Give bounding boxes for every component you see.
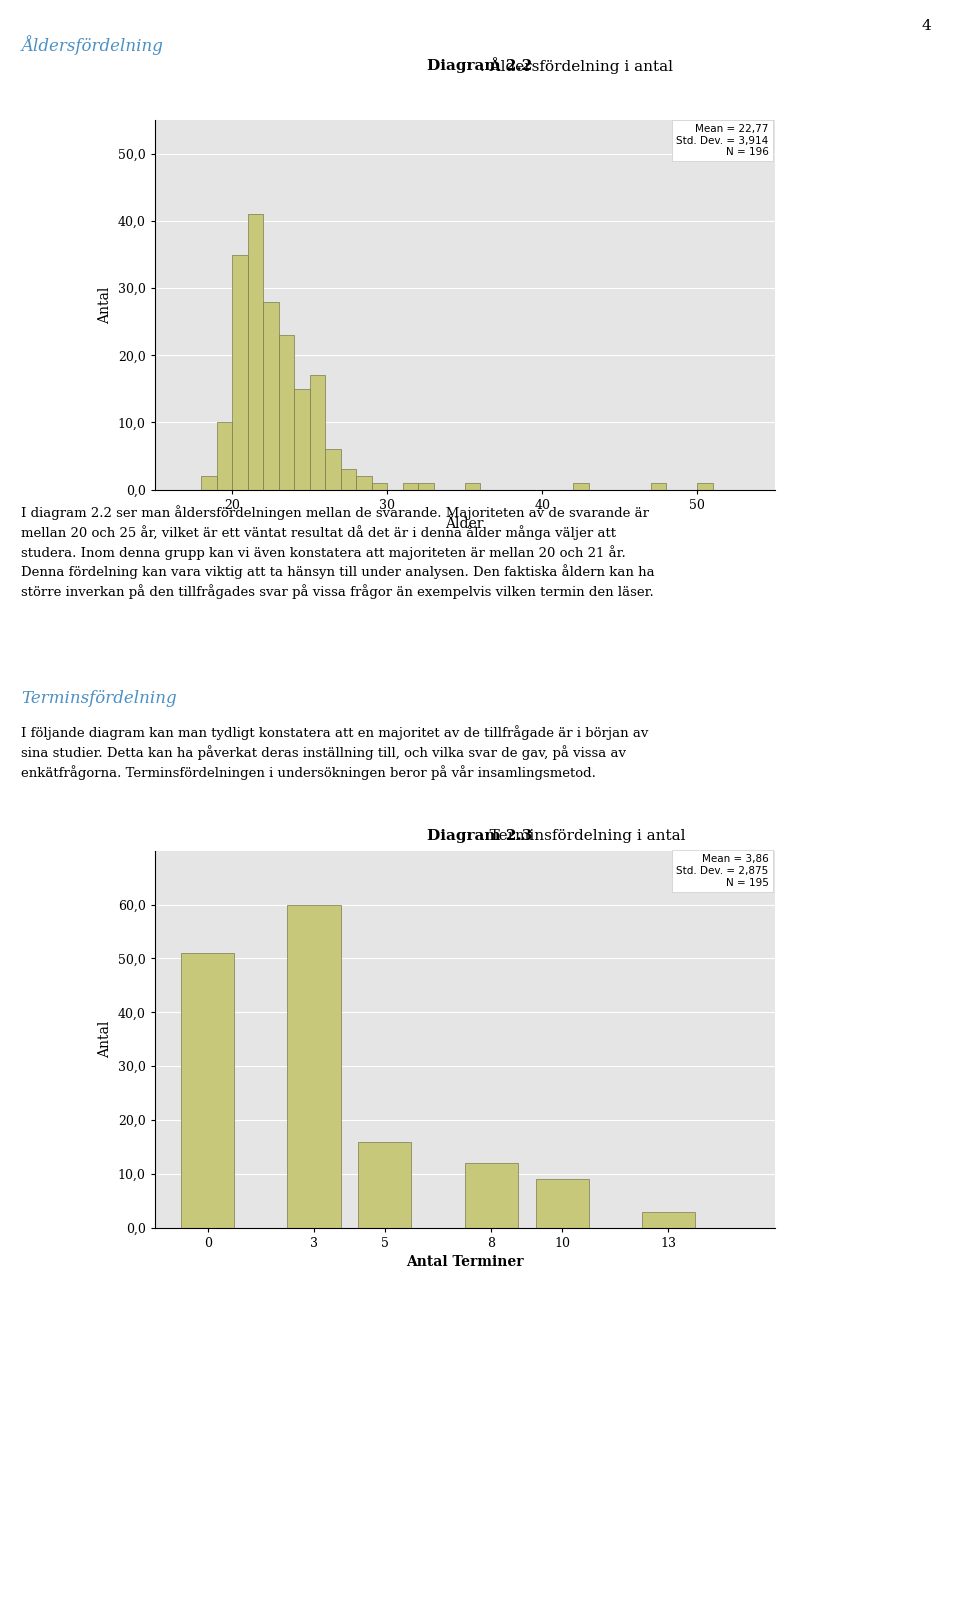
Text: Åldersfördelning: Åldersfördelning (21, 35, 163, 55)
Y-axis label: Antal: Antal (98, 286, 112, 324)
Bar (358, 1141, 412, 1228)
Bar (181, 953, 234, 1228)
Bar (573, 483, 588, 490)
Bar (217, 422, 232, 490)
Bar (372, 483, 387, 490)
Text: Diagram 2.2: Diagram 2.2 (427, 59, 533, 72)
Text: 4: 4 (922, 19, 931, 34)
Text: . Terminsfördelning i antal: . Terminsfördelning i antal (480, 830, 685, 843)
Y-axis label: Antal: Antal (98, 1021, 112, 1058)
Bar (263, 302, 278, 490)
Bar (651, 483, 666, 490)
Bar (309, 376, 325, 490)
Text: Mean = 22,77
Std. Dev. = 3,914
N = 196: Mean = 22,77 Std. Dev. = 3,914 N = 196 (676, 124, 769, 157)
Bar (402, 483, 419, 490)
Bar (201, 477, 217, 490)
Bar (465, 483, 480, 490)
Bar (536, 1180, 588, 1228)
Bar (278, 335, 294, 490)
Bar (248, 215, 263, 490)
Text: Mean = 3,86
Std. Dev. = 2,875
N = 195: Mean = 3,86 Std. Dev. = 2,875 N = 195 (676, 854, 769, 888)
Bar (642, 1212, 695, 1228)
Text: I diagram 2.2 ser man åldersfördelningen mellan de svarande. Majoriteten av de s: I diagram 2.2 ser man åldersfördelningen… (21, 506, 655, 599)
Bar (341, 469, 356, 490)
X-axis label: Ålder: Ålder (445, 517, 484, 531)
Bar (465, 1164, 517, 1228)
Text: Diagram 2.3: Diagram 2.3 (427, 830, 533, 843)
Text: I följande diagram kan man tydligt konstatera att en majoritet av de tillfrågade: I följande diagram kan man tydligt konst… (21, 725, 649, 780)
Bar (287, 905, 341, 1228)
Bar (697, 483, 712, 490)
Bar (325, 449, 341, 490)
Bar (294, 388, 309, 490)
Text: Terminsfördelning: Terminsfördelning (21, 690, 177, 708)
Bar (356, 477, 372, 490)
X-axis label: Antal Terminer: Antal Terminer (406, 1255, 523, 1270)
Bar (419, 483, 434, 490)
Text: . Åldersfördelning i antal: . Åldersfördelning i antal (480, 58, 673, 74)
Bar (232, 255, 248, 490)
